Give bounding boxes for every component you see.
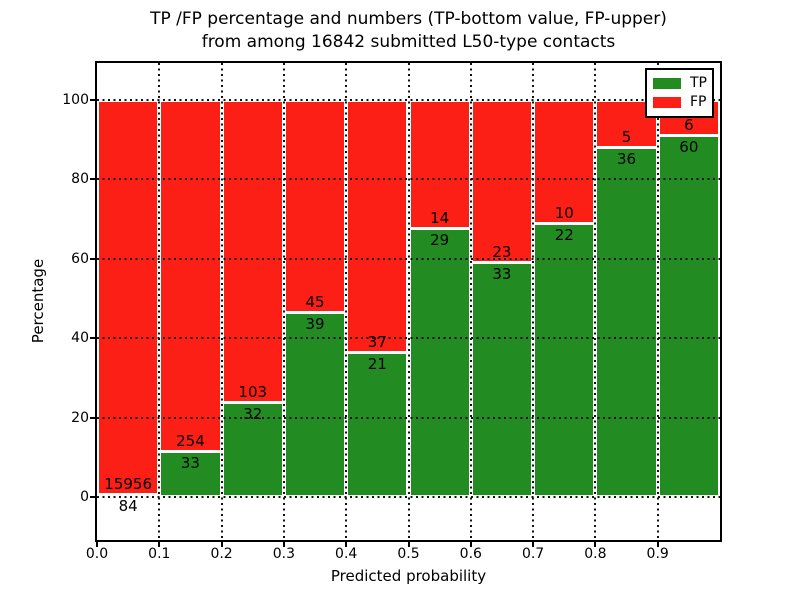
x-tick-mark (469, 542, 472, 547)
x-tick-label: 0.4 (335, 546, 358, 562)
bar-segment-tp (346, 353, 409, 498)
x-tick-label: 0.5 (397, 546, 420, 562)
tp-count-label: 32 (243, 405, 263, 424)
gridline-vertical (532, 63, 535, 540)
x-tick-mark (220, 542, 223, 547)
fp-count-label: 45 (305, 292, 325, 311)
gridline-vertical (345, 63, 348, 540)
bar-segment-fp (408, 99, 471, 230)
gridline-vertical (220, 63, 223, 540)
chart-title-line1: TP /FP percentage and numbers (TP-bottom… (150, 9, 667, 29)
bar-segment-fp (346, 99, 409, 354)
bar-segment-tp (408, 229, 471, 498)
x-tick-label: 0.7 (521, 546, 545, 562)
bar-segment-fp (97, 99, 160, 496)
x-tick-mark (407, 542, 410, 547)
legend-label: TP (690, 75, 707, 91)
fp-count-label: 5 (621, 128, 632, 147)
x-tick-mark (656, 542, 659, 547)
gridline-vertical (158, 63, 161, 540)
bar-segment-tp (533, 223, 596, 498)
y-tick-label: 40 (71, 330, 89, 347)
fp-count-label: 254 (176, 431, 205, 450)
gridline-vertical (407, 63, 410, 540)
x-tick-mark (594, 542, 597, 547)
x-tick-label: 0.6 (459, 546, 482, 562)
tp-count-label: 22 (554, 225, 574, 244)
x-tick-mark (158, 542, 161, 547)
y-tick-label: 20 (71, 409, 89, 426)
fp-count-label: 15956 (104, 475, 152, 494)
x-tick-mark (345, 542, 348, 547)
x-tick-label: 0.1 (148, 546, 171, 562)
x-axis-label: Predicted probability (330, 567, 487, 585)
bar-segment-tp (595, 148, 658, 498)
bar-segment-tp (159, 451, 222, 498)
tp-count-label: 60 (679, 137, 699, 156)
bar-segment-fp (221, 99, 284, 404)
y-tick-label: 60 (71, 250, 89, 267)
y-tick-mark (90, 98, 95, 101)
x-tick-mark (282, 542, 285, 547)
fp-count-label: 6 (684, 115, 694, 134)
tp-count-label: 33 (492, 264, 512, 283)
y-tick-mark (90, 416, 95, 419)
x-tick-label: 0.8 (584, 546, 607, 562)
bar-segment-fp (283, 99, 347, 313)
tp-count-label: 84 (118, 497, 138, 516)
chart-title: TP /FP percentage and numbers (TP-bottom… (97, 8, 720, 54)
bar-segment-fp (533, 99, 596, 224)
tp-count-label: 21 (367, 355, 387, 374)
tp-count-label: 33 (180, 453, 200, 472)
fp-count-label: 103 (238, 383, 268, 402)
y-tick-label: 80 (71, 171, 89, 188)
legend-row: TP (647, 74, 712, 93)
y-tick-label: 0 (80, 489, 89, 506)
fp-count-label: 23 (492, 242, 512, 261)
x-tick-mark (532, 542, 535, 547)
plot-area: 15956 84 254 33 103 32 45 39 37 21 14 29 23 33 10 22 5 36… (95, 61, 722, 542)
legend-label: FP (690, 94, 707, 110)
bar-segment-fp (159, 99, 222, 452)
y-tick-mark (90, 337, 95, 340)
x-tick-label: 0.0 (85, 546, 109, 562)
x-tick-label: 0.9 (646, 546, 669, 562)
x-tick-mark (96, 542, 98, 547)
legend-row: FP (647, 93, 712, 112)
y-axis-label: Percentage (29, 258, 47, 344)
fp-count-label: 37 (367, 333, 387, 352)
x-tick-label: 0.3 (272, 546, 296, 562)
tp-count-label: 29 (430, 231, 450, 250)
tp-count-label: 39 (305, 314, 325, 333)
bar-segment-fp (470, 99, 534, 263)
gridline-vertical (469, 63, 472, 540)
legend: TP FP (645, 68, 714, 118)
bar-segment-tp (470, 262, 534, 498)
chart-title-line2: from among 16842 submitted L50-type cont… (201, 32, 616, 52)
bar-segment-tp (283, 312, 347, 498)
fp-count-label: 10 (554, 203, 574, 222)
fp-count-label: 14 (430, 209, 450, 228)
bar-segment-tp (657, 135, 720, 498)
x-tick-label: 0.2 (210, 546, 233, 562)
y-tick-mark (90, 257, 95, 260)
legend-swatch-fp (653, 97, 681, 108)
y-tick-mark (90, 496, 95, 499)
tp-count-label: 36 (617, 150, 637, 169)
gridline-vertical (282, 63, 285, 540)
gridline-vertical (656, 63, 659, 540)
y-tick-mark (90, 178, 95, 181)
gridline-vertical (594, 63, 597, 540)
y-tick-label: 100 (62, 91, 89, 108)
legend-swatch-tp (653, 78, 681, 89)
